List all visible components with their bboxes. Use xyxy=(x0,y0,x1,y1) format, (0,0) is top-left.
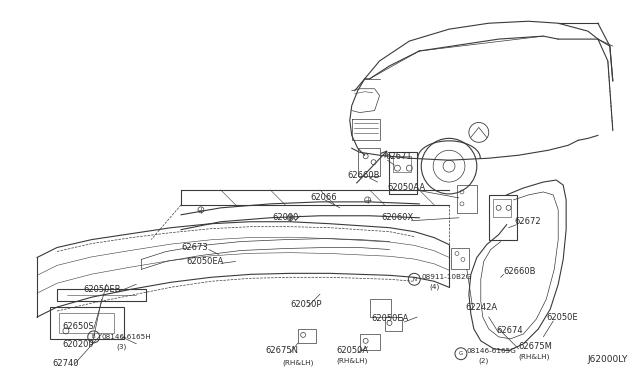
Text: 62650S: 62650S xyxy=(62,323,93,331)
Text: 62050EA: 62050EA xyxy=(372,314,409,324)
Bar xyxy=(298,329,316,343)
Bar xyxy=(370,299,392,317)
Text: J62000LY: J62000LY xyxy=(588,355,628,364)
Text: 62050EB: 62050EB xyxy=(84,285,121,294)
Text: (3): (3) xyxy=(116,343,127,350)
Bar xyxy=(57,289,147,301)
Text: 62066: 62066 xyxy=(310,193,337,202)
Bar xyxy=(385,317,403,331)
Text: 62675N: 62675N xyxy=(266,346,298,355)
Bar xyxy=(358,148,380,176)
Text: 62674: 62674 xyxy=(497,326,524,336)
Text: 08911-10B2G: 08911-10B2G xyxy=(421,274,472,280)
Bar xyxy=(360,334,380,350)
Text: (RH&LH): (RH&LH) xyxy=(336,357,367,364)
Bar xyxy=(394,156,412,172)
Bar xyxy=(451,247,469,269)
Text: 62675M: 62675M xyxy=(518,342,552,351)
Text: 08146-6165H: 08146-6165H xyxy=(102,334,152,340)
Text: (2): (2) xyxy=(479,357,489,364)
Text: 08146-6165G: 08146-6165G xyxy=(467,348,516,354)
Text: B: B xyxy=(92,334,95,339)
Bar xyxy=(390,152,417,194)
Text: 62020P: 62020P xyxy=(62,340,93,349)
Text: 62740: 62740 xyxy=(52,359,79,368)
Text: (4): (4) xyxy=(429,284,440,291)
Text: 62660B: 62660B xyxy=(348,171,380,180)
Bar xyxy=(457,185,477,213)
Text: G: G xyxy=(459,351,463,356)
Text: 62050A: 62050A xyxy=(336,346,368,355)
Text: 62242A: 62242A xyxy=(465,302,497,312)
Bar xyxy=(50,307,124,339)
Text: 62660B: 62660B xyxy=(504,267,536,276)
Text: 62672: 62672 xyxy=(515,217,541,226)
Bar xyxy=(493,199,511,217)
Bar xyxy=(489,195,516,240)
Text: 62050E: 62050E xyxy=(547,312,578,321)
Bar xyxy=(59,313,113,333)
Text: 62050P: 62050P xyxy=(290,299,322,309)
Text: 62060X: 62060X xyxy=(381,213,414,222)
Text: 62673: 62673 xyxy=(181,243,208,252)
Text: 62671: 62671 xyxy=(385,152,412,161)
Text: N: N xyxy=(412,277,417,282)
Text: (RH&LH): (RH&LH) xyxy=(518,353,550,360)
Text: 62090: 62090 xyxy=(273,213,299,222)
Text: (RH&LH): (RH&LH) xyxy=(282,359,314,366)
Text: 62050EA: 62050EA xyxy=(186,257,223,266)
Text: 62050AA: 62050AA xyxy=(387,183,426,192)
